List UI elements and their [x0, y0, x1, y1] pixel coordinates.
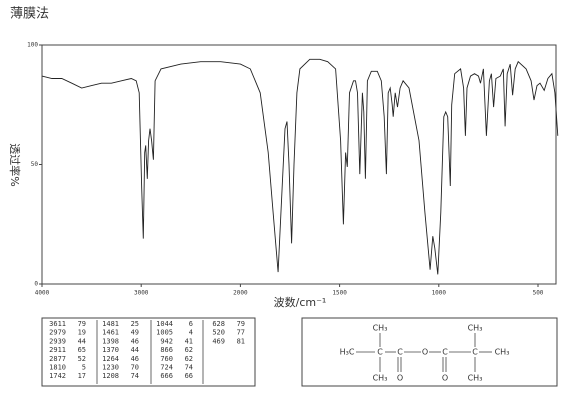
- peak-transmittance: 49: [131, 329, 139, 337]
- plot-frame: [41, 44, 557, 285]
- peak-wavenumber: 1264: [102, 355, 119, 363]
- peak-wavenumber: 1005: [156, 329, 173, 337]
- x-tick-label: 2000: [233, 290, 248, 297]
- spectrum-line: [41, 58, 559, 275]
- atom-label: C: [472, 348, 478, 357]
- peak-wavenumber: 1208: [102, 372, 119, 380]
- x-tick-label: 3000: [134, 290, 149, 297]
- peak-transmittance: 79: [237, 320, 245, 328]
- peak-table-frame: [41, 317, 256, 387]
- peak-wavenumber: 2877: [49, 355, 66, 363]
- peak-wavenumber: 1742: [49, 372, 66, 380]
- peak-transmittance: 46: [131, 355, 139, 363]
- x-tick-label: 1500: [332, 290, 347, 297]
- peak-wavenumber: 3611: [49, 320, 66, 328]
- peak-transmittance: 46: [131, 337, 139, 345]
- peak-transmittance: 44: [131, 346, 139, 354]
- peak-wavenumber: 760: [160, 355, 173, 363]
- peak-wavenumber: 866: [160, 346, 173, 354]
- peak-wavenumber: 2911: [49, 346, 66, 354]
- peak-wavenumber: 1370: [102, 346, 119, 354]
- peak-transmittance: 79: [78, 320, 86, 328]
- peak-wavenumber: 724: [160, 364, 173, 372]
- y-axis-label: 透过率%: [8, 143, 22, 186]
- atom-label: O: [442, 374, 448, 383]
- peak-transmittance: 77: [237, 329, 245, 337]
- peak-transmittance: 74: [185, 364, 193, 372]
- structure-frame: [301, 317, 558, 387]
- peak-wavenumber: 1461: [102, 329, 119, 337]
- peak-transmittance: 44: [78, 337, 86, 345]
- peak-transmittance: 4: [189, 329, 193, 337]
- x-tick-label: 1000: [432, 290, 447, 297]
- x-axis-label: 波数/cm⁻¹: [274, 296, 327, 309]
- structure-bonds: [356, 333, 492, 372]
- atom-label: O: [397, 374, 403, 383]
- peak-transmittance: 65: [78, 346, 86, 354]
- atom-label: CH₃: [373, 324, 388, 333]
- chart-title: 薄膜法: [10, 7, 49, 22]
- peak-transmittance: 70: [131, 364, 139, 372]
- peak-transmittance: 81: [237, 337, 245, 345]
- peak-wavenumber: 2939: [49, 337, 66, 345]
- x-tick-label: 4000: [35, 290, 50, 297]
- peak-wavenumber: 520: [212, 329, 225, 337]
- peak-transmittance: 66: [185, 372, 193, 380]
- peak-transmittance: 52: [78, 355, 86, 363]
- peak-wavenumber: 469: [212, 337, 225, 345]
- peak-wavenumber: 1230: [102, 364, 119, 372]
- peak-wavenumber: 666: [160, 372, 173, 380]
- atom-label: CH₃: [373, 374, 388, 383]
- peak-wavenumber: 1044: [156, 320, 173, 328]
- atom-label: CH₃: [495, 348, 510, 357]
- y-tick-label: 0: [34, 281, 38, 288]
- peak-transmittance: 19: [78, 329, 86, 337]
- peak-transmittance: 25: [131, 320, 139, 328]
- atom-label: C: [397, 348, 403, 357]
- atom-label: C: [377, 348, 383, 357]
- atom-label: CH₃: [468, 324, 483, 333]
- peak-wavenumber: 942: [160, 337, 173, 345]
- y-tick-label: 100: [27, 42, 38, 49]
- peak-transmittance: 62: [185, 346, 193, 354]
- atom-label: C: [442, 348, 448, 357]
- peak-wavenumber: 1481: [102, 320, 119, 328]
- peak-wavenumber: 628: [212, 320, 225, 328]
- y-tick-label: 50: [31, 161, 39, 168]
- peak-wavenumber: 1810: [49, 364, 66, 372]
- peak-transmittance: 74: [131, 372, 139, 380]
- x-tick-label: 500: [533, 290, 544, 297]
- peak-transmittance: 6: [189, 320, 193, 328]
- peak-transmittance: 62: [185, 355, 193, 363]
- peak-transmittance: 5: [82, 364, 86, 372]
- atom-label: CH₃: [468, 374, 483, 383]
- peak-transmittance: 41: [185, 337, 193, 345]
- peak-wavenumber: 2979: [49, 329, 66, 337]
- atom-label: H₃C: [340, 348, 355, 357]
- peak-wavenumber: 1398: [102, 337, 119, 345]
- peak-transmittance: 17: [78, 372, 86, 380]
- atom-label: O: [422, 348, 428, 357]
